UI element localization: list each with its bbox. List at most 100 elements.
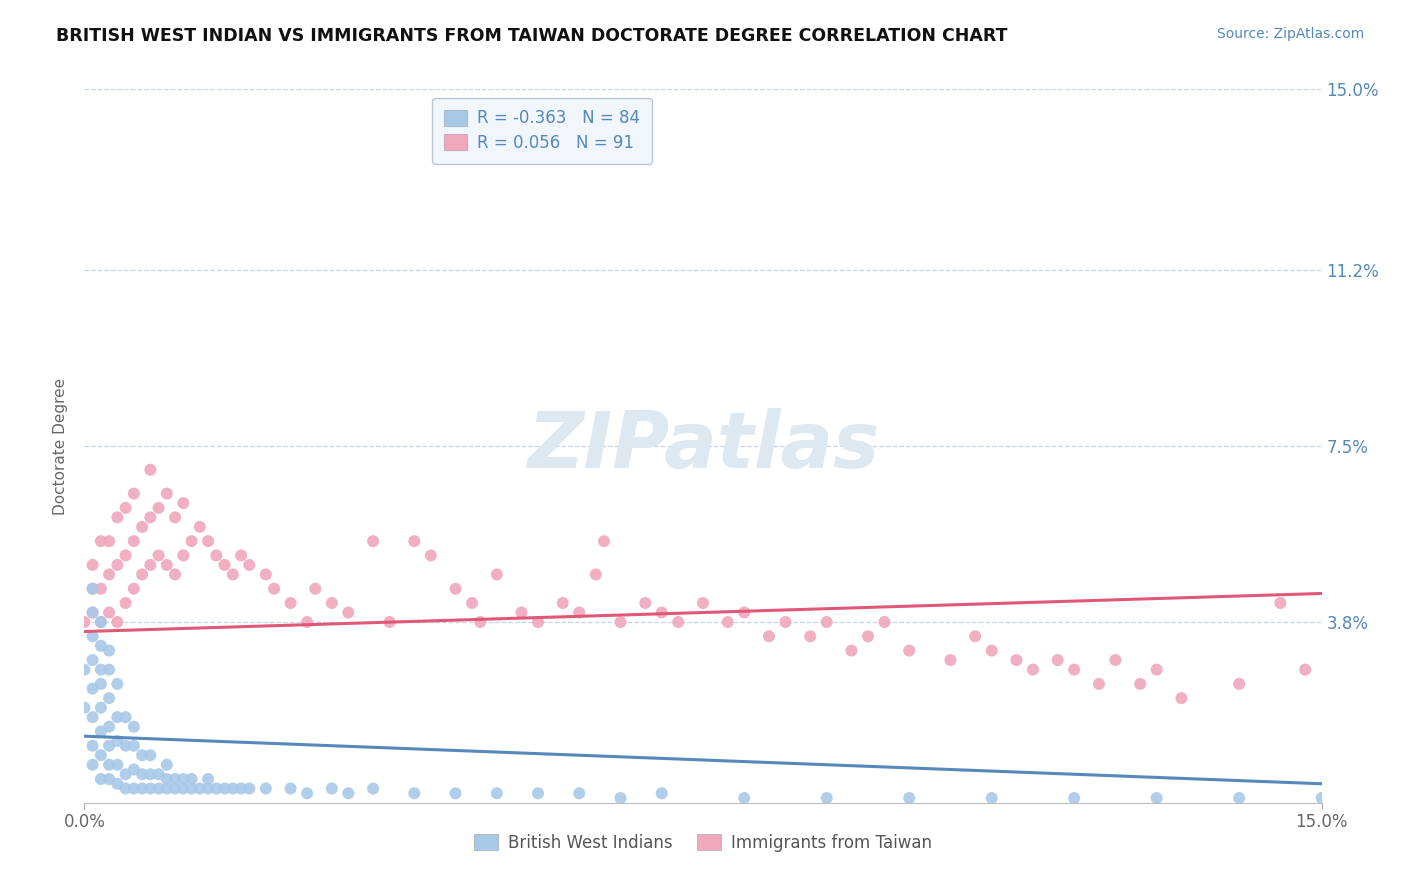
Point xyxy=(280,596,302,610)
Point xyxy=(131,781,153,796)
Point xyxy=(105,710,128,724)
Point xyxy=(114,500,136,515)
Point xyxy=(156,772,179,786)
Point xyxy=(197,534,219,549)
Point xyxy=(1104,653,1126,667)
Point xyxy=(444,786,467,800)
Point xyxy=(1310,791,1333,805)
Point xyxy=(172,772,194,786)
Point xyxy=(148,767,170,781)
Point xyxy=(263,582,285,596)
Point xyxy=(593,534,616,549)
Point xyxy=(337,786,360,800)
Legend: British West Indians, Immigrants from Taiwan: British West Indians, Immigrants from Ta… xyxy=(468,828,938,859)
Point xyxy=(1146,663,1168,677)
Point xyxy=(666,615,689,629)
Point xyxy=(82,558,104,572)
Point xyxy=(98,534,121,549)
Point xyxy=(733,791,755,805)
Point xyxy=(1046,653,1069,667)
Point xyxy=(98,757,121,772)
Point xyxy=(1146,791,1168,805)
Point xyxy=(568,606,591,620)
Point xyxy=(527,615,550,629)
Point xyxy=(222,567,245,582)
Point xyxy=(733,606,755,620)
Point xyxy=(799,629,821,643)
Point xyxy=(361,534,384,549)
Point xyxy=(188,781,211,796)
Point xyxy=(82,653,104,667)
Point xyxy=(197,781,219,796)
Point xyxy=(73,700,96,714)
Point xyxy=(82,606,104,620)
Point xyxy=(122,486,145,500)
Point xyxy=(222,781,245,796)
Text: Source: ZipAtlas.com: Source: ZipAtlas.com xyxy=(1216,27,1364,41)
Point xyxy=(815,791,838,805)
Point xyxy=(131,748,153,763)
Point xyxy=(105,757,128,772)
Point xyxy=(122,534,145,549)
Point xyxy=(510,606,533,620)
Point xyxy=(229,781,252,796)
Point xyxy=(90,748,112,763)
Point xyxy=(1022,663,1045,677)
Point xyxy=(651,786,673,800)
Point xyxy=(238,781,260,796)
Point xyxy=(444,582,467,596)
Point xyxy=(856,629,879,643)
Point xyxy=(156,558,179,572)
Point xyxy=(980,791,1002,805)
Point xyxy=(304,582,326,596)
Point xyxy=(1170,691,1192,706)
Point xyxy=(172,781,194,796)
Point xyxy=(98,772,121,786)
Text: BRITISH WEST INDIAN VS IMMIGRANTS FROM TAIWAN DOCTORATE DEGREE CORRELATION CHART: BRITISH WEST INDIAN VS IMMIGRANTS FROM T… xyxy=(56,27,1008,45)
Point xyxy=(404,786,426,800)
Point xyxy=(404,534,426,549)
Point xyxy=(295,786,318,800)
Point xyxy=(172,549,194,563)
Point xyxy=(1088,677,1111,691)
Point xyxy=(758,629,780,643)
Point xyxy=(898,791,921,805)
Point xyxy=(254,567,277,582)
Point xyxy=(73,615,96,629)
Point xyxy=(214,781,236,796)
Point xyxy=(280,781,302,796)
Point xyxy=(131,567,153,582)
Point xyxy=(114,549,136,563)
Point xyxy=(295,615,318,629)
Point xyxy=(321,781,343,796)
Point xyxy=(105,734,128,748)
Point xyxy=(131,520,153,534)
Point xyxy=(82,629,104,643)
Point xyxy=(180,781,202,796)
Point xyxy=(485,786,508,800)
Point xyxy=(172,496,194,510)
Point xyxy=(1129,677,1152,691)
Point xyxy=(139,558,162,572)
Point xyxy=(568,786,591,800)
Point xyxy=(148,500,170,515)
Point xyxy=(122,763,145,777)
Point xyxy=(585,567,607,582)
Point xyxy=(105,510,128,524)
Point xyxy=(90,615,112,629)
Point xyxy=(775,615,797,629)
Point xyxy=(1063,663,1085,677)
Point xyxy=(609,615,631,629)
Point xyxy=(180,534,202,549)
Point xyxy=(98,739,121,753)
Point xyxy=(717,615,740,629)
Point xyxy=(361,781,384,796)
Point xyxy=(156,781,179,796)
Point xyxy=(197,772,219,786)
Point xyxy=(898,643,921,657)
Point xyxy=(156,486,179,500)
Point xyxy=(82,757,104,772)
Point xyxy=(114,596,136,610)
Point xyxy=(139,781,162,796)
Point xyxy=(165,510,187,524)
